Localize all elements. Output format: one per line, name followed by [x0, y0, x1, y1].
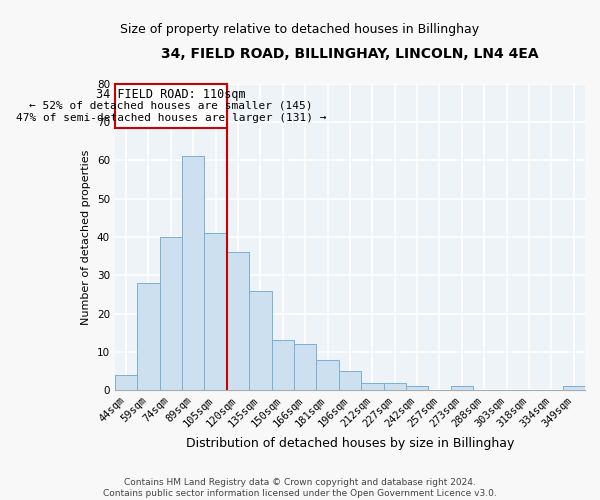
Bar — [227, 252, 249, 390]
Text: 47% of semi-detached houses are larger (131) →: 47% of semi-detached houses are larger (… — [16, 113, 326, 123]
Bar — [383, 382, 406, 390]
Bar — [361, 382, 383, 390]
Title: 34, FIELD ROAD, BILLINGHAY, LINCOLN, LN4 4EA: 34, FIELD ROAD, BILLINGHAY, LINCOLN, LN4… — [161, 48, 539, 62]
Bar — [115, 84, 227, 128]
Bar — [406, 386, 428, 390]
Text: 34 FIELD ROAD: 110sqm: 34 FIELD ROAD: 110sqm — [96, 88, 245, 101]
Bar — [137, 283, 160, 390]
Bar — [563, 386, 585, 390]
Bar — [160, 237, 182, 390]
Bar — [205, 233, 227, 390]
Bar — [451, 386, 473, 390]
Bar — [249, 290, 272, 390]
Text: Size of property relative to detached houses in Billinghay: Size of property relative to detached ho… — [121, 22, 479, 36]
Bar — [182, 156, 205, 390]
Bar — [316, 360, 339, 390]
Bar — [115, 375, 137, 390]
Bar — [339, 371, 361, 390]
Y-axis label: Number of detached properties: Number of detached properties — [82, 149, 91, 324]
Bar — [272, 340, 294, 390]
X-axis label: Distribution of detached houses by size in Billinghay: Distribution of detached houses by size … — [186, 437, 514, 450]
Text: ← 52% of detached houses are smaller (145): ← 52% of detached houses are smaller (14… — [29, 101, 313, 111]
Bar — [294, 344, 316, 390]
Text: Contains HM Land Registry data © Crown copyright and database right 2024.
Contai: Contains HM Land Registry data © Crown c… — [103, 478, 497, 498]
